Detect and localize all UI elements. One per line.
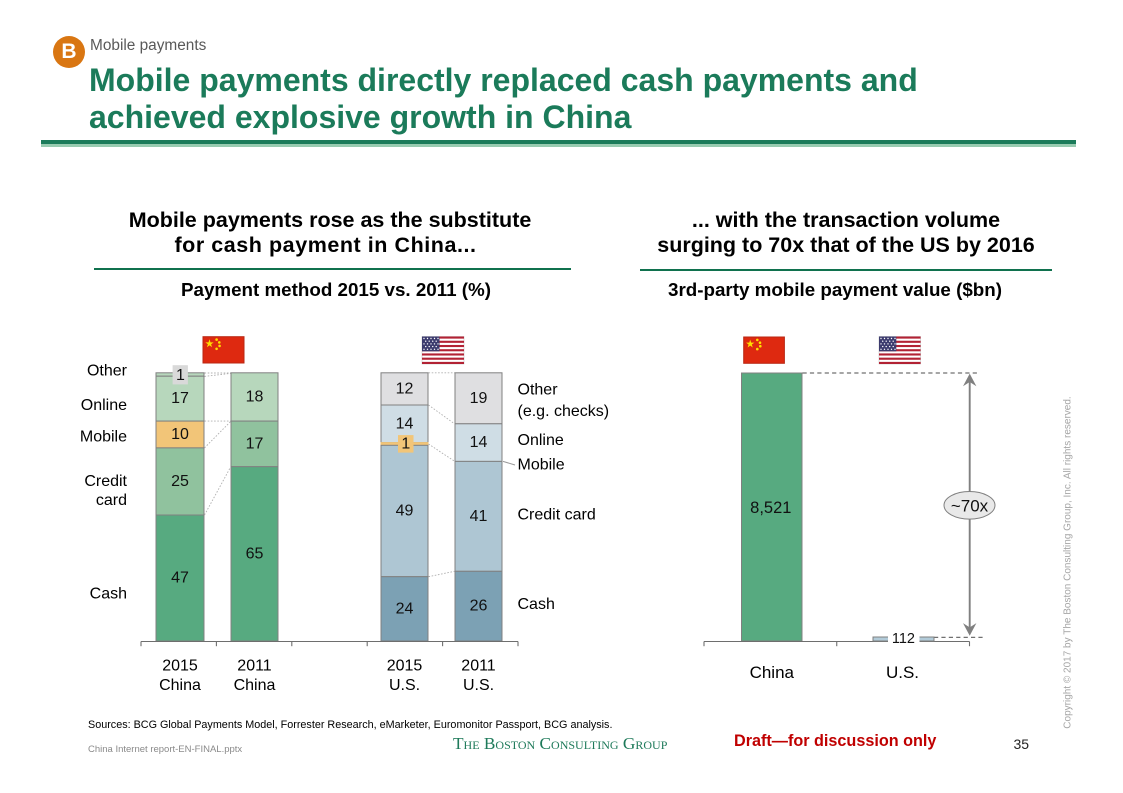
svg-text:Other: Other	[518, 382, 559, 399]
svg-text:14: 14	[470, 434, 488, 451]
svg-text:112: 112	[892, 631, 915, 647]
svg-text:U.S.: U.S.	[463, 677, 494, 694]
svg-text:2015: 2015	[162, 657, 198, 674]
svg-text:1: 1	[176, 367, 185, 384]
svg-text:Mobile: Mobile	[518, 456, 565, 473]
svg-text:65: 65	[246, 545, 264, 562]
svg-text:2011: 2011	[237, 657, 272, 674]
svg-text:Cash: Cash	[90, 586, 127, 603]
svg-text:(e.g. checks): (e.g. checks)	[518, 403, 610, 420]
svg-text:U.S.: U.S.	[389, 677, 420, 694]
svg-text:~70x: ~70x	[951, 497, 989, 516]
svg-text:24: 24	[396, 600, 414, 617]
svg-text:Online: Online	[518, 432, 564, 449]
svg-text:47: 47	[171, 570, 189, 587]
svg-text:19: 19	[470, 390, 488, 407]
svg-text:China: China	[750, 663, 795, 682]
svg-text:China: China	[159, 677, 201, 694]
svg-text:8,521: 8,521	[750, 499, 791, 517]
svg-text:41: 41	[470, 508, 488, 525]
svg-text:2011: 2011	[461, 657, 496, 674]
svg-text:18: 18	[246, 389, 264, 406]
svg-text:2015: 2015	[387, 657, 423, 674]
svg-text:Credit: Credit	[84, 473, 127, 490]
svg-text:Cash: Cash	[518, 596, 555, 613]
svg-text:1: 1	[401, 436, 410, 453]
svg-text:Other: Other	[87, 363, 128, 380]
svg-text:14: 14	[396, 415, 414, 432]
svg-text:Online: Online	[81, 397, 127, 414]
svg-text:49: 49	[396, 502, 414, 519]
svg-text:U.S.: U.S.	[886, 663, 919, 682]
svg-text:China: China	[234, 677, 276, 694]
svg-text:card: card	[96, 492, 127, 509]
svg-text:17: 17	[246, 435, 264, 452]
svg-text:Mobile: Mobile	[80, 429, 127, 446]
svg-text:12: 12	[396, 381, 414, 398]
svg-text:25: 25	[171, 473, 189, 490]
svg-text:Credit card: Credit card	[518, 507, 596, 524]
svg-text:17: 17	[171, 390, 189, 407]
svg-text:10: 10	[171, 426, 189, 443]
svg-text:26: 26	[470, 598, 488, 615]
